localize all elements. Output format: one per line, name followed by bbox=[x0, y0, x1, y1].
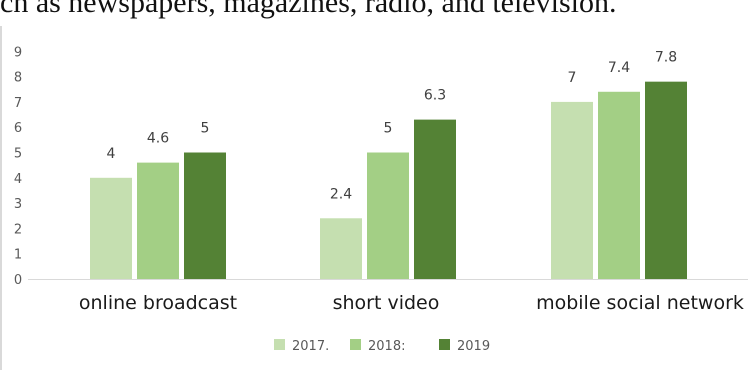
bar bbox=[184, 152, 226, 279]
y-tick-label: 2 bbox=[14, 222, 22, 237]
y-tick-label: 6 bbox=[14, 121, 22, 136]
y-tick-label: 4 bbox=[14, 172, 22, 187]
y-tick-label: 3 bbox=[14, 197, 22, 212]
y-tick-label: 8 bbox=[14, 71, 22, 86]
y-tick-label: 5 bbox=[14, 147, 22, 162]
bars bbox=[90, 81, 687, 280]
data-label: 5 bbox=[384, 121, 393, 137]
data-label: 7.8 bbox=[655, 50, 677, 66]
x-tick-label: mobile social network bbox=[536, 292, 744, 314]
data-label: 4 bbox=[107, 146, 116, 162]
y-tick-label: 0 bbox=[14, 273, 22, 288]
legend-swatch bbox=[350, 339, 361, 350]
y-axis: 0 1 2 3 4 5 6 7 8 9 bbox=[14, 45, 22, 288]
legend-label: 2019 bbox=[457, 339, 490, 354]
bar bbox=[645, 81, 687, 279]
bar bbox=[137, 162, 179, 279]
bar bbox=[90, 177, 132, 279]
y-tick-label: 9 bbox=[14, 45, 22, 60]
x-tick-label: online broadcast bbox=[79, 292, 237, 314]
bar bbox=[320, 218, 362, 279]
data-label: 7 bbox=[568, 70, 577, 86]
bar bbox=[598, 91, 640, 279]
bar bbox=[367, 152, 409, 279]
data-label: 2.4 bbox=[330, 186, 352, 202]
legend-swatch bbox=[274, 339, 285, 350]
y-tick-label: 7 bbox=[14, 96, 22, 111]
y-tick-label: 1 bbox=[14, 248, 22, 263]
legend-label: 2018: bbox=[368, 339, 405, 354]
bar bbox=[414, 119, 456, 279]
data-label: 5 bbox=[201, 121, 210, 137]
legend: 2017. 2018: 2019 bbox=[274, 339, 490, 354]
legend-swatch bbox=[439, 339, 450, 350]
legend-label: 2017. bbox=[292, 339, 329, 354]
data-label: 6.3 bbox=[424, 88, 446, 104]
value-labels: 4 4.6 5 2.4 5 6.3 7 7.4 7.8 bbox=[107, 50, 678, 203]
category-labels: online broadcast short video mobile social… bbox=[79, 292, 744, 314]
data-label: 4.6 bbox=[147, 131, 169, 147]
bar bbox=[551, 101, 593, 280]
header-text: ch as newspapers, magazines, radio, and … bbox=[0, 0, 617, 19]
x-tick-label: short video bbox=[333, 292, 440, 314]
left-divider bbox=[0, 26, 2, 370]
data-label: 7.4 bbox=[608, 60, 630, 76]
